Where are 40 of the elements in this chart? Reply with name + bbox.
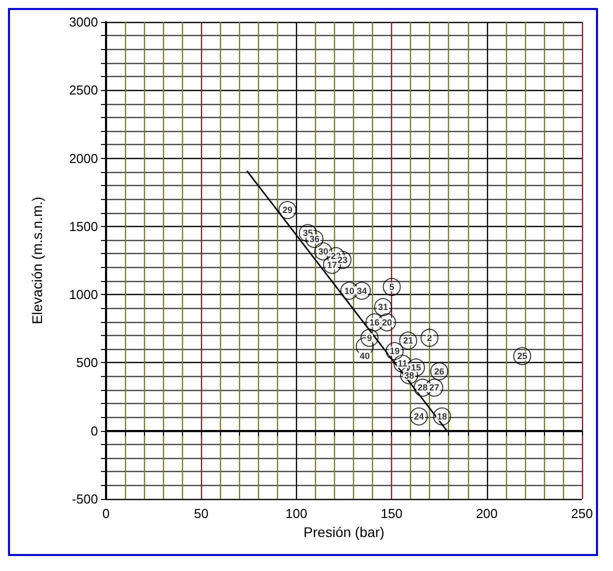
x-tick-label: 50	[194, 506, 208, 521]
annotation: 17	[326, 260, 338, 270]
annotation: 2	[426, 332, 432, 343]
annotation: 15	[410, 362, 421, 372]
annotation: 38	[404, 370, 414, 380]
y-tick-label: 2000	[69, 150, 98, 166]
y-tick-label: 1000	[69, 287, 98, 302]
y-tick-label: 2500	[69, 82, 98, 98]
annotation: 28	[418, 382, 428, 393]
x-tick-label: 100	[286, 506, 308, 521]
annotation: 20	[382, 317, 392, 328]
annotation: 40	[360, 351, 370, 362]
annotation: 21	[403, 336, 414, 346]
y-axis-title: Elevación (m.s.n.m.)	[29, 196, 45, 324]
annotation: 27	[429, 382, 440, 393]
annotation: 30	[318, 246, 328, 256]
annotation: 5	[389, 282, 394, 292]
annotation: 31	[378, 302, 388, 312]
x-tick-label: 150	[380, 506, 402, 521]
annotation: 10	[344, 286, 354, 296]
x-tick-label: 250	[571, 506, 593, 521]
annotation: 24	[414, 411, 424, 422]
x-tick-label: 200	[476, 506, 498, 521]
y-tick-label: -500	[72, 492, 98, 506]
x-tick-label: 0	[102, 506, 110, 521]
annotation: 9	[367, 332, 372, 343]
annotation: 11	[398, 358, 408, 369]
x-axis-title: Presión (bar)	[304, 524, 384, 540]
y-tick-label: 3000	[69, 14, 98, 30]
y-tick-label: 500	[76, 355, 98, 370]
annotation: 19	[390, 346, 400, 356]
y-tick-label: 1500	[69, 218, 98, 234]
y-tick-label: 0	[90, 423, 98, 438]
annotation: 29	[282, 205, 292, 216]
annotation: 25	[517, 351, 528, 362]
annotation: 36	[309, 234, 320, 244]
annotation: 26	[434, 366, 444, 376]
annotation: 18	[437, 411, 448, 422]
annotation: 34	[356, 286, 367, 296]
annotation: 16	[369, 317, 380, 328]
